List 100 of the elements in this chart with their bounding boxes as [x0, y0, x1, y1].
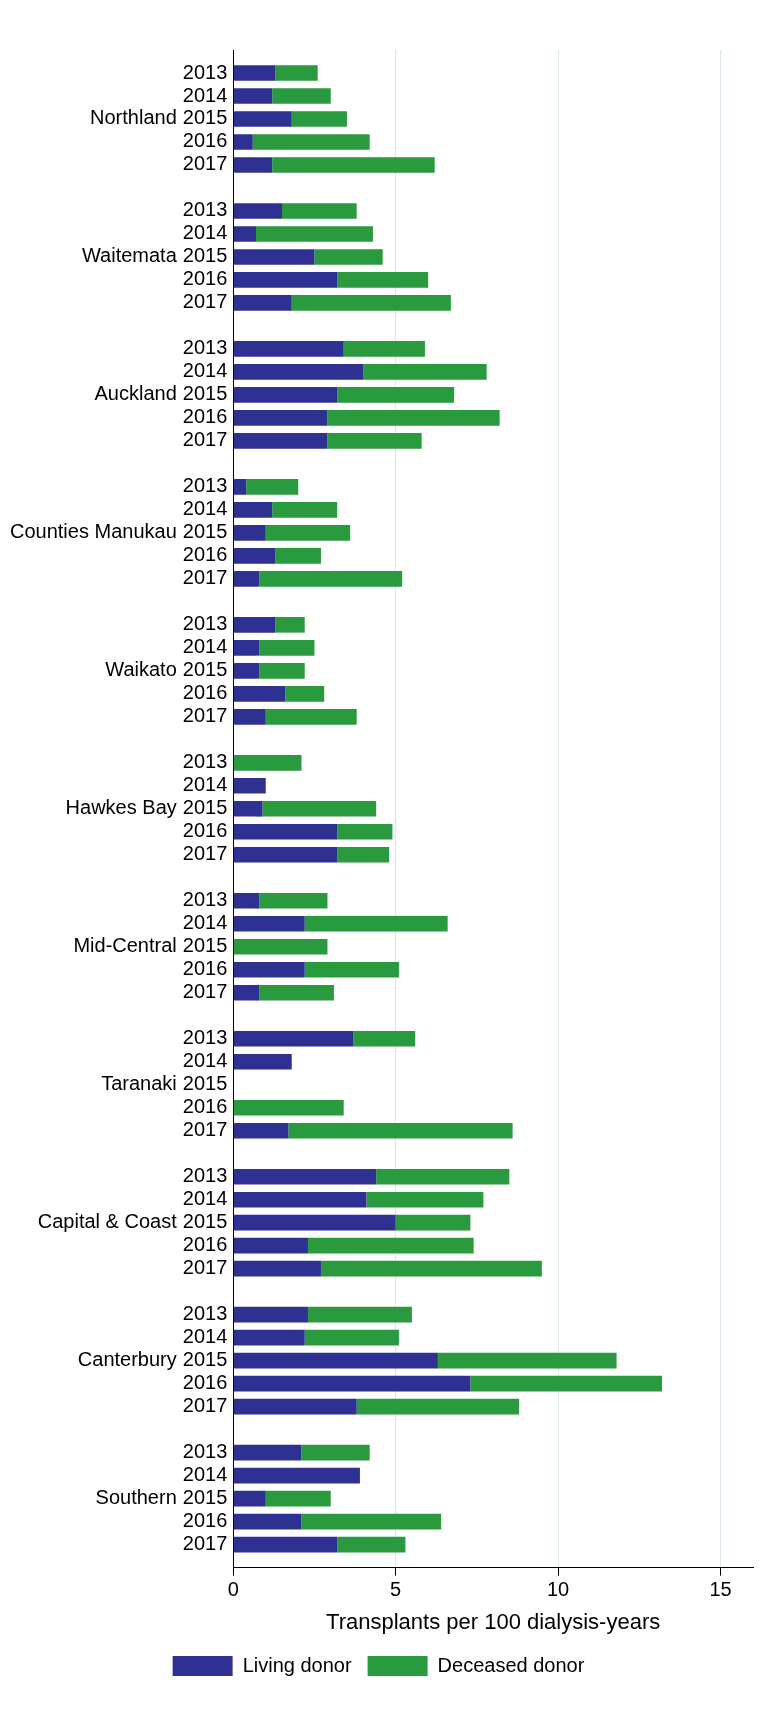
text: Hawkes Bay [65, 796, 177, 819]
x-axis-title: Transplants per 100 dialysis-years [326, 1608, 661, 1634]
bar [285, 686, 325, 702]
bar [343, 341, 425, 357]
bar [291, 295, 451, 311]
bar [233, 617, 276, 633]
y-tick-label: 2013 [182, 198, 228, 221]
bar [233, 709, 266, 725]
y-tick-label: 2015 [182, 244, 228, 267]
text: Taranaki [101, 1072, 177, 1095]
bar [265, 1490, 331, 1507]
bar [307, 1306, 412, 1323]
y-tick-label: 2015 [182, 382, 228, 405]
y-tick-label: 2017 [182, 980, 228, 1003]
y-tick-label: 2015 [182, 796, 228, 819]
bar [337, 387, 455, 403]
bar [233, 1306, 308, 1323]
bar [233, 295, 292, 311]
bar [233, 1444, 302, 1461]
text: Northland [90, 106, 177, 129]
bar [262, 800, 377, 817]
y-tick-label: 2017 [182, 1532, 228, 1555]
y-tick-label: 2013 [182, 1026, 228, 1049]
text: Mid-Central [73, 934, 177, 957]
bar [301, 1444, 370, 1461]
bar [233, 1122, 289, 1139]
bar [275, 65, 318, 81]
bar [233, 134, 253, 150]
y-tick-label: 2015 [182, 520, 228, 543]
y-tick-label: 2014 [182, 221, 228, 244]
bar [320, 1260, 542, 1277]
y-tick-label: 2014 [182, 635, 228, 658]
bar [233, 1329, 305, 1346]
bar [327, 433, 422, 449]
bar [265, 525, 351, 541]
y-tick-label: 2014 [182, 497, 228, 520]
y-tick-label: 2013 [182, 60, 228, 83]
y-tick-label: 2014 [182, 359, 228, 382]
y-tick-label: 2016 [182, 543, 228, 566]
y-tick-label: 2016 [182, 819, 228, 842]
bar [233, 1398, 357, 1415]
bar [233, 157, 273, 173]
bar [233, 387, 338, 403]
bar [233, 341, 344, 357]
bar [233, 1536, 338, 1553]
bar [470, 1375, 663, 1392]
bar [233, 1214, 396, 1231]
bar [246, 479, 299, 495]
y-tick-label: 2014 [182, 773, 228, 796]
y-tick-label: 2013 [182, 336, 228, 359]
y-tick-label: 2013 [182, 1302, 228, 1325]
bar [356, 1398, 520, 1415]
y-tick-label: 2015 [182, 1348, 228, 1371]
bar [233, 226, 256, 242]
y-tick-label: 2017 [182, 428, 228, 451]
bar [281, 203, 357, 219]
bar [233, 410, 328, 426]
bar [233, 1513, 302, 1530]
y-tick-label: 2014 [182, 1463, 228, 1486]
bar [272, 502, 338, 518]
bar [233, 892, 260, 909]
bar [233, 479, 247, 495]
bar [233, 1191, 367, 1208]
y-tick-label: 2014 [182, 83, 228, 106]
bar [327, 410, 500, 426]
bar [363, 364, 487, 380]
bar [304, 915, 448, 932]
bar [233, 640, 260, 656]
x-tick-label: 5 [390, 1578, 402, 1601]
y-tick-label: 2014 [182, 1187, 228, 1210]
bar [259, 892, 328, 909]
bar [233, 1053, 292, 1070]
bar [301, 1513, 442, 1530]
y-tick-label: 2017 [182, 842, 228, 865]
y-tick-label: 2017 [182, 1118, 228, 1141]
y-tick-label: 2016 [182, 1371, 228, 1394]
bar [233, 1168, 377, 1185]
bar [376, 1168, 510, 1185]
bar [256, 226, 373, 242]
bar [233, 777, 266, 794]
bar [233, 1467, 360, 1484]
x-tick-label: 10 [546, 1578, 570, 1601]
y-tick-label: 2015 [182, 1210, 228, 1233]
y-tick-label: 2017 [182, 152, 228, 175]
bar [233, 111, 292, 127]
bar [307, 1237, 474, 1254]
bar [233, 203, 282, 219]
y-tick-label: 2015 [182, 1486, 228, 1509]
legend-label: Deceased donor [437, 1653, 585, 1676]
bar [233, 938, 328, 955]
bar [233, 249, 315, 265]
bar [259, 663, 305, 679]
y-tick-label: 2013 [182, 612, 228, 635]
bar [304, 961, 399, 978]
bar [233, 1352, 438, 1369]
text: Auckland [94, 382, 177, 405]
bar [233, 65, 276, 81]
bar [233, 1260, 321, 1277]
bar [233, 686, 286, 702]
bar [337, 272, 429, 288]
